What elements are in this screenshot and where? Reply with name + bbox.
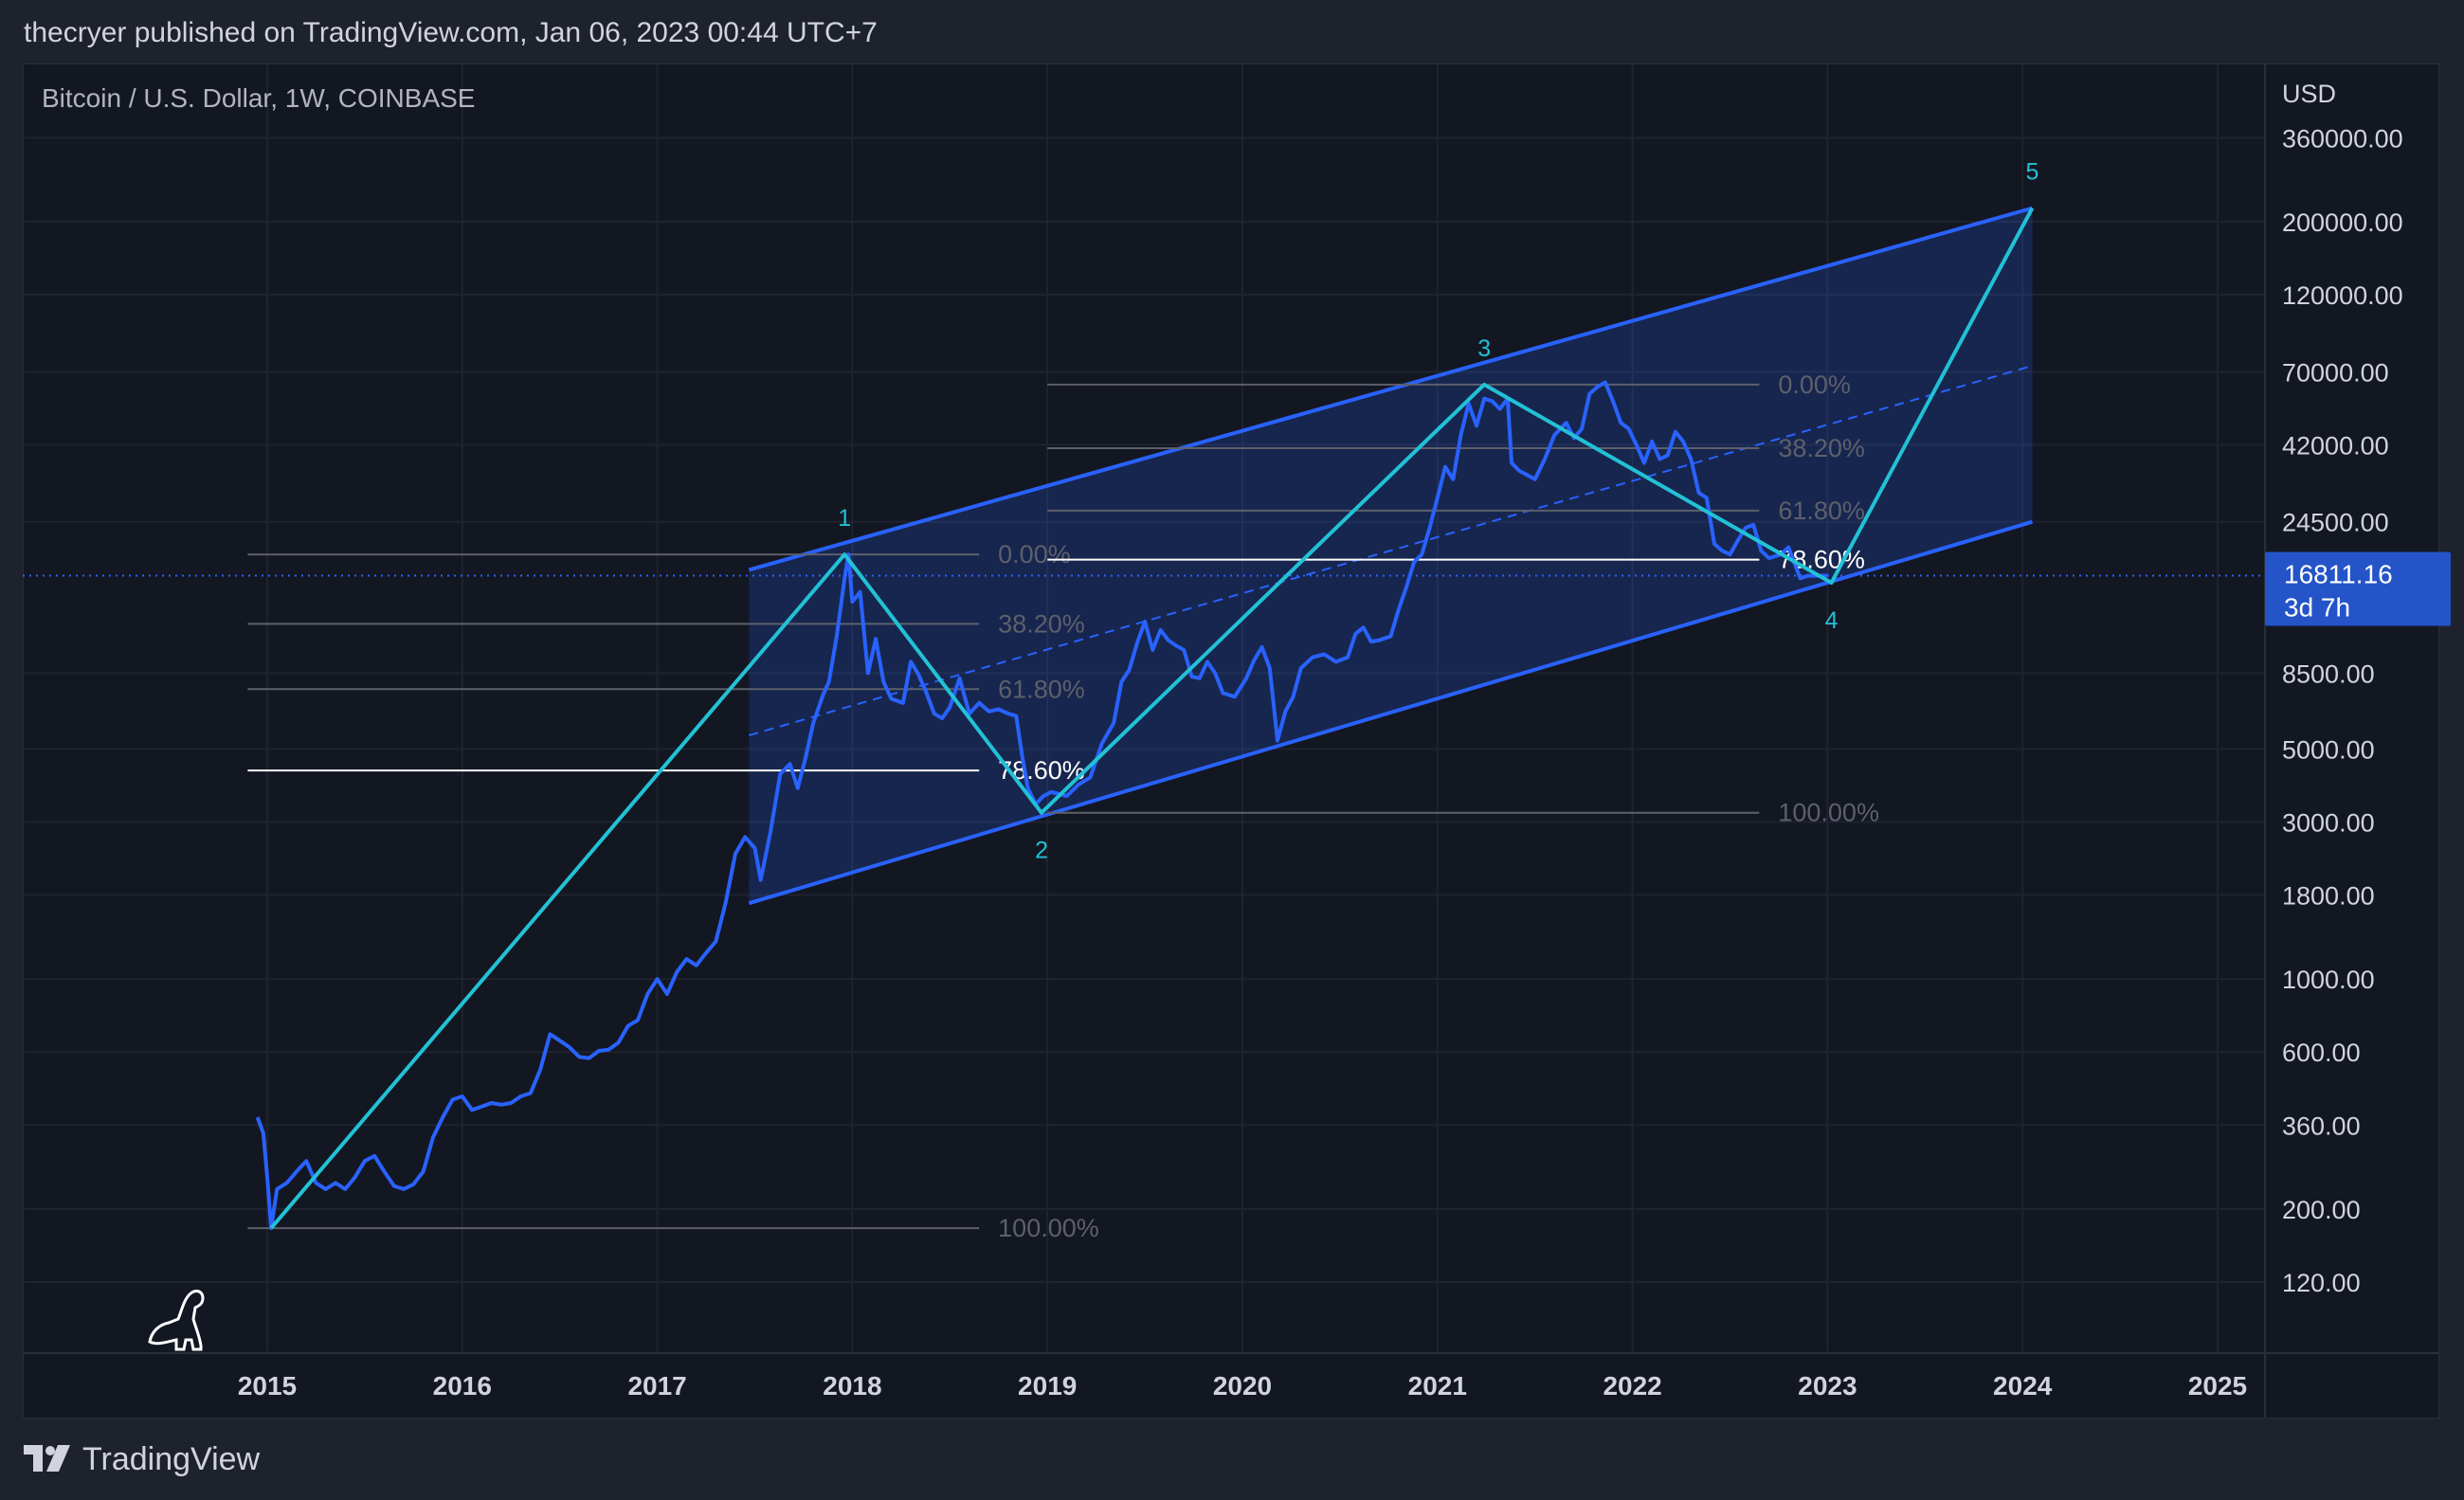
fib-level-label: 100.00% <box>998 1214 1099 1242</box>
fib-level-label: 61.80% <box>998 675 1085 703</box>
y-tick-label: 200000.00 <box>2282 208 2403 237</box>
parallel-channel[interactable] <box>748 206 2034 906</box>
wave-label-2: 2 <box>1035 838 1048 864</box>
tradingview-logo-icon <box>24 1445 70 1472</box>
fib-level-label: 61.80% <box>1778 497 1865 525</box>
fib-level-label: 38.20% <box>998 609 1085 638</box>
y-tick-label: 360000.00 <box>2282 124 2403 153</box>
x-tick-label: 2025 <box>2188 1371 2247 1401</box>
chart-area[interactable] <box>23 63 2439 1419</box>
y-tick-label: 24500.00 <box>2282 509 2389 537</box>
wave-label-1: 1 <box>838 505 851 532</box>
y-tick-label: 360.00 <box>2282 1111 2361 1140</box>
x-tick-label: 2024 <box>1993 1371 2053 1401</box>
y-tick-label: 600.00 <box>2282 1039 2361 1067</box>
y-tick-label: 1800.00 <box>2282 882 2375 911</box>
x-tick-label: 2019 <box>1018 1371 1077 1401</box>
y-tick-label: 5000.00 <box>2282 735 2375 764</box>
chart-grid <box>23 64 2265 1353</box>
fib-level-label: 0.00% <box>998 540 1071 569</box>
tradingview-logo[interactable]: TradingView <box>24 1438 260 1480</box>
y-tick-label: 120.00 <box>2282 1269 2361 1297</box>
symbol-title: Bitcoin / U.S. Dollar, 1W, COINBASE <box>42 83 476 113</box>
channel-median-line <box>749 365 2033 737</box>
axes: 2015 2016 2017 2018 2019 2020 2021 2022 2023 2024… <box>23 64 2439 1418</box>
fib-level-label: 100.00% <box>1778 799 1879 827</box>
wave-path <box>269 207 2035 1230</box>
y-tick-label: 120000.00 <box>2282 281 2403 310</box>
wave-label-4: 4 <box>1825 607 1839 634</box>
channel-upper-line <box>748 206 2034 572</box>
x-tick-label: 2017 <box>627 1371 686 1401</box>
x-tick-label: 2018 <box>823 1371 881 1401</box>
publisher-header: thecryer published on TradingView.com, J… <box>0 0 2464 66</box>
elliott-waves[interactable]: 1 2 3 4 5 <box>269 159 2039 1230</box>
fib-level-label: 0.00% <box>1778 370 1851 399</box>
price-badge-value: 16811.16 <box>2284 560 2393 589</box>
y-tick-label: 42000.00 <box>2282 431 2389 460</box>
footer-brand: TradingView <box>82 1440 261 1477</box>
x-tick-label: 2022 <box>1603 1371 1661 1401</box>
price-badge-bg <box>2265 551 2451 626</box>
channel-lower-line <box>748 519 2034 906</box>
x-tick-label: 2015 <box>238 1371 297 1401</box>
wave-label-3: 3 <box>1477 335 1491 362</box>
x-tick-label: 2020 <box>1213 1371 1272 1401</box>
dinosaur-icon <box>148 1290 205 1351</box>
x-tick-label: 2023 <box>1798 1371 1857 1401</box>
y-tick-label: 3000.00 <box>2282 808 2375 837</box>
fib-retracements[interactable]: 0.00% 38.20% 61.80% 78.60% 100.00% 0.00% 38.20… <box>247 370 1879 1242</box>
price-badge: 16811.16 3d 7h <box>2265 551 2451 626</box>
x-tick-label: 2021 <box>1408 1371 1467 1401</box>
y-tick-label: 8500.00 <box>2282 660 2375 688</box>
y-tick-label: 1000.00 <box>2282 966 2375 994</box>
price-badge-countdown: 3d 7h <box>2284 593 2350 623</box>
x-tick-label: 2016 <box>433 1371 492 1401</box>
fib-level-label: 78.60% <box>998 756 1085 785</box>
fib-level-label: 38.20% <box>1778 434 1865 462</box>
publisher-line: thecryer published on TradingView.com, J… <box>24 17 878 48</box>
channel-fill <box>749 208 2033 904</box>
y-tick-label: 70000.00 <box>2282 358 2389 387</box>
y-tick-label: 200.00 <box>2282 1196 2361 1224</box>
wave-label-5: 5 <box>2026 159 2039 186</box>
y-axis-label: USD <box>2282 80 2336 108</box>
